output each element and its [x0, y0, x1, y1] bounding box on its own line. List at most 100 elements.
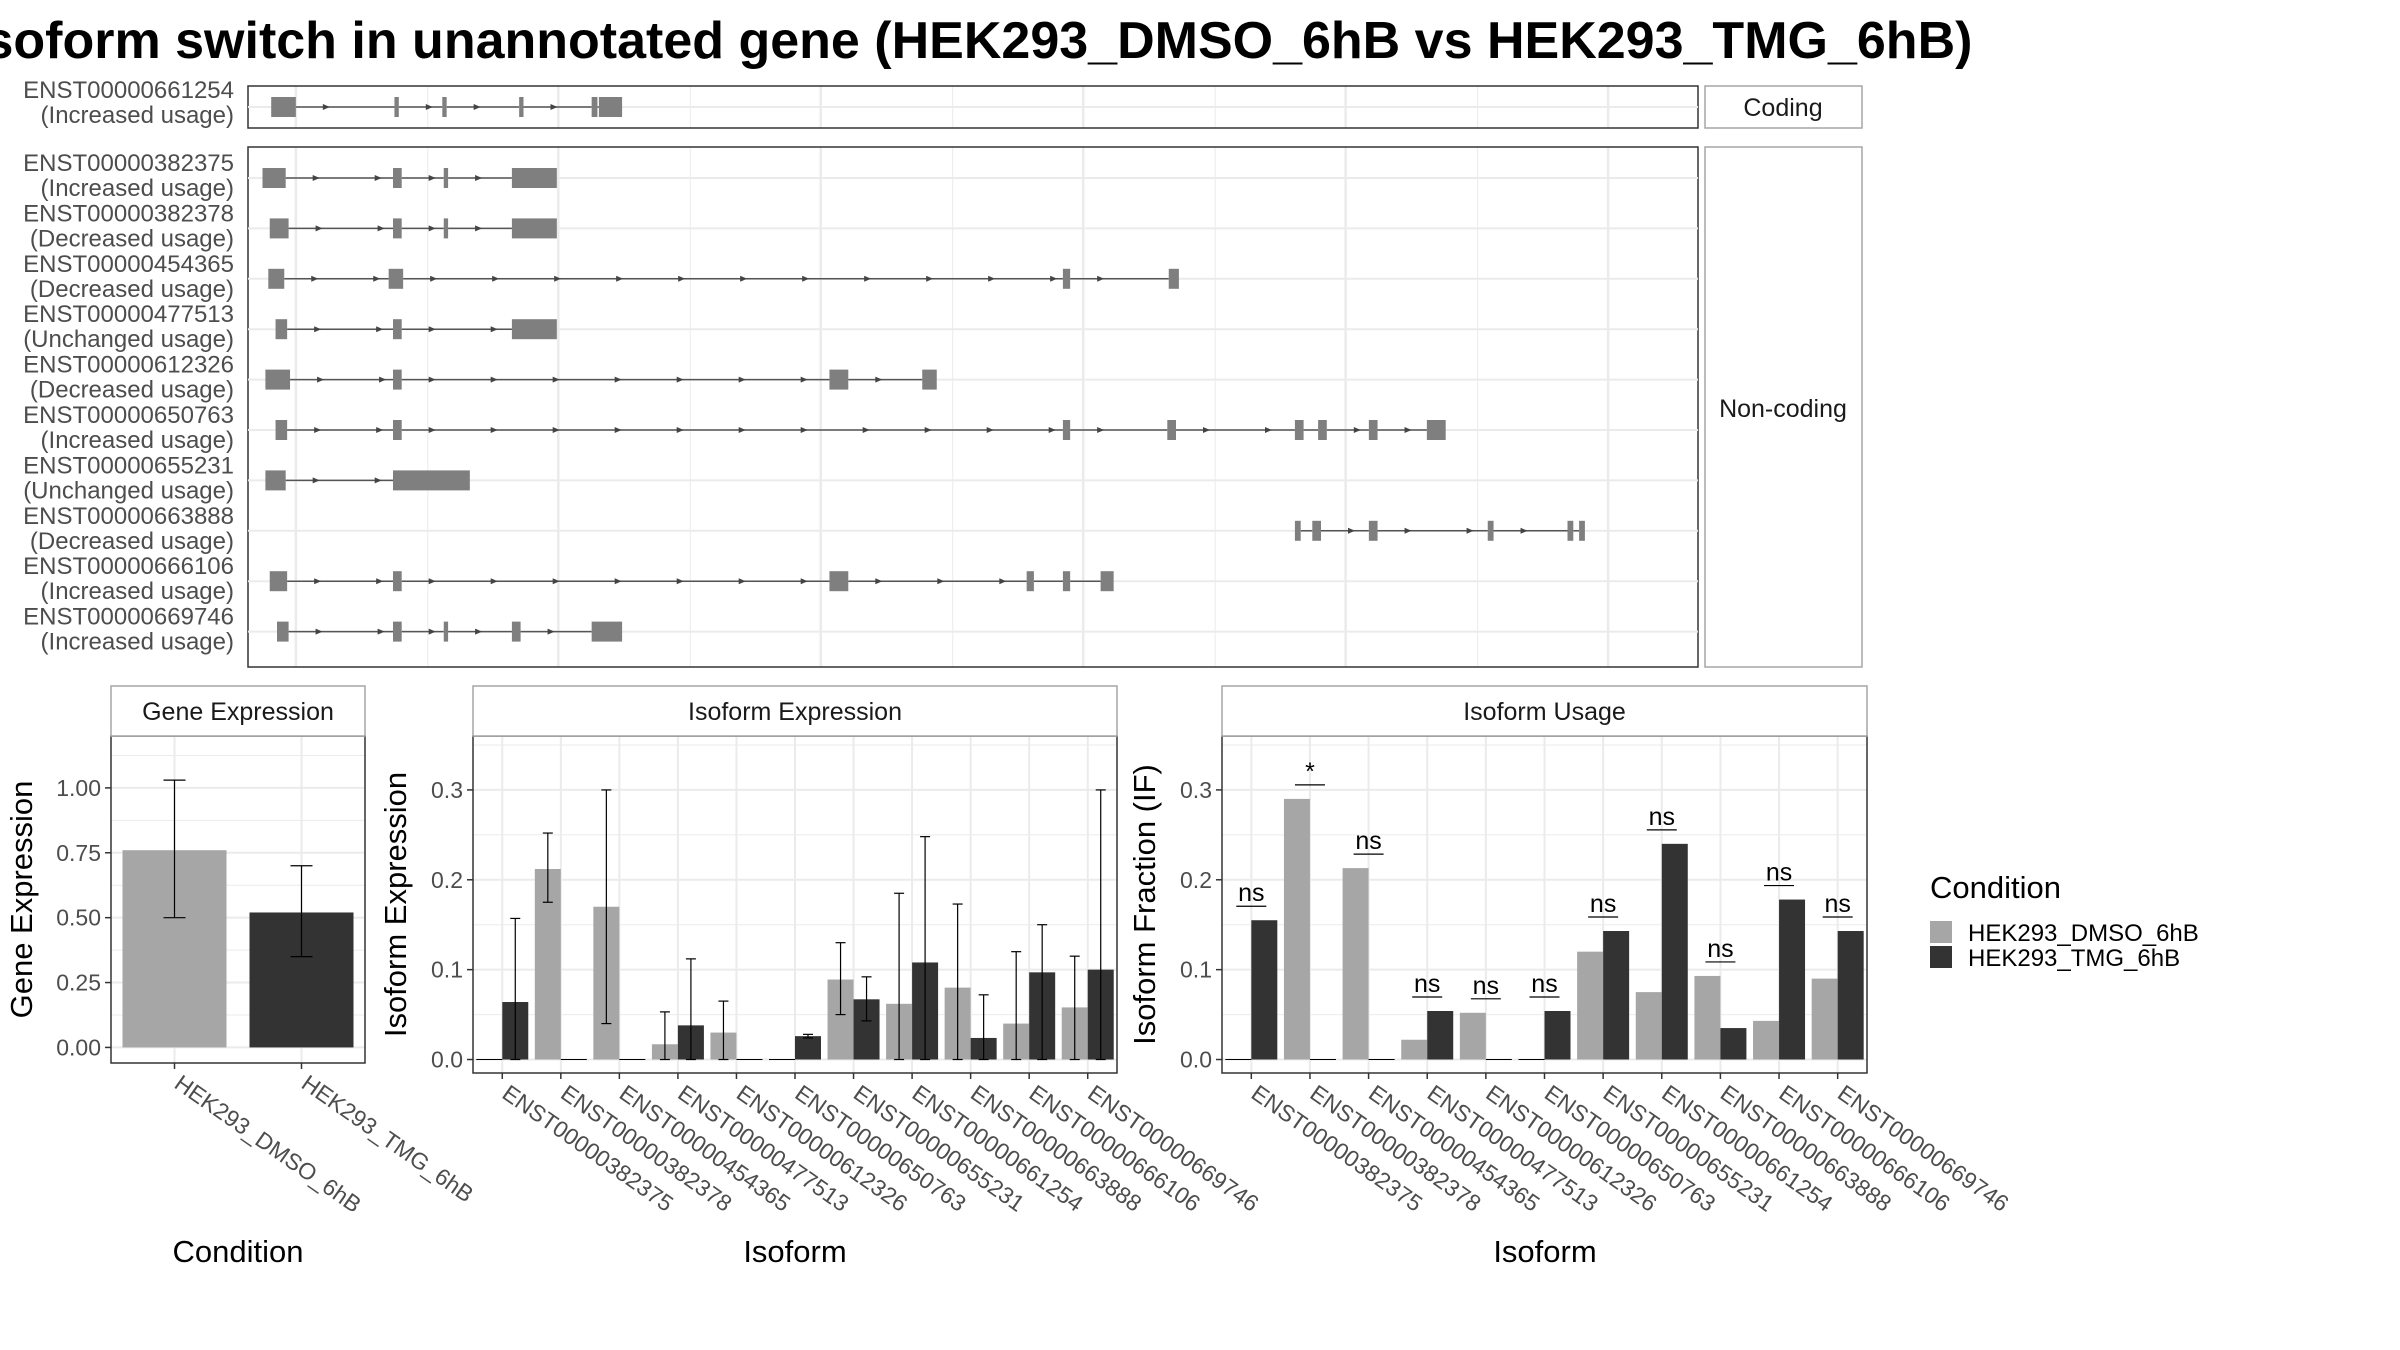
transcript-status-label: (Increased usage)	[41, 427, 234, 454]
transcript-row: ENST00000454365(Decreased usage)	[23, 251, 1698, 303]
strand-arrow	[924, 427, 932, 433]
strand-arrow	[1048, 427, 1056, 433]
strand-arrow	[312, 175, 320, 181]
transcript-id-label: ENST00000454365	[23, 251, 234, 278]
exon	[1368, 420, 1378, 440]
bar	[1603, 931, 1630, 1060]
strand-arrow	[800, 427, 808, 433]
strand-arrow	[988, 275, 996, 282]
noncoding-strip	[1704, 146, 1863, 668]
strand-arrow	[428, 225, 436, 232]
significance-label: ns	[1766, 859, 1792, 887]
exon	[393, 571, 402, 592]
strand-arrow	[490, 578, 498, 585]
strand-arrow	[554, 275, 562, 282]
exon	[922, 369, 937, 390]
exon	[269, 571, 288, 592]
exon	[393, 621, 402, 642]
strand-arrow	[428, 175, 436, 181]
strand-arrow	[315, 225, 323, 232]
strand-arrow	[1466, 527, 1474, 534]
y-tick-label: 0.0	[1180, 1047, 1212, 1073]
strand-arrow	[875, 376, 883, 383]
strand-arrow	[937, 578, 945, 585]
significance-label: ns	[1414, 970, 1440, 998]
significance-label: ns	[1531, 970, 1557, 998]
x-axis-title: Isoform	[1493, 1234, 1596, 1269]
strip-box	[1221, 685, 1868, 737]
strand-arrow	[738, 427, 746, 433]
exon	[443, 168, 449, 188]
legend-swatch-tmg	[1930, 946, 1952, 968]
strand-arrow	[475, 628, 483, 635]
exon	[1312, 520, 1321, 541]
coding-strip	[1704, 85, 1863, 129]
y-axis-title: Gene Expression	[4, 781, 39, 1019]
strand-arrow	[738, 578, 746, 585]
significance-label: ns	[1649, 803, 1675, 831]
strand-arrow	[1097, 427, 1105, 433]
bar	[1427, 1010, 1454, 1060]
exon	[829, 369, 849, 390]
y-tick-label: 1.00	[56, 775, 101, 801]
transcript-id-label: ENST00000477513	[23, 301, 234, 328]
strand-arrow	[552, 376, 560, 383]
transcript-id-label: ENST00000669746	[23, 604, 234, 631]
strand-arrow	[1404, 427, 1412, 433]
bar	[1283, 798, 1310, 1060]
transcript-row: ENST00000666106(Increased usage)	[23, 553, 1698, 605]
significance-label: ns	[1824, 890, 1850, 918]
strand-arrow	[312, 477, 320, 484]
strand-arrow	[616, 275, 624, 282]
strand-arrow	[376, 326, 384, 333]
transcript-rows: ENST00000661254(Increased usage)ENST0000…	[23, 77, 1698, 656]
y-tick-label: 0.3	[431, 777, 463, 803]
y-tick-label: 0.0	[431, 1047, 463, 1073]
exon	[1062, 420, 1071, 440]
strip-box	[472, 685, 1118, 737]
strand-arrow	[430, 275, 438, 282]
significance-label: ns	[1238, 879, 1264, 907]
y-axis-title: Isoform Expression	[378, 772, 413, 1037]
transcript-row: ENST00000382378(Decreased usage)	[23, 200, 1698, 252]
strip-label: Isoform Expression	[688, 698, 902, 726]
strand-arrow	[800, 376, 808, 383]
strand-arrow	[377, 225, 385, 232]
exon	[393, 319, 402, 340]
strip-label: Gene Expression	[142, 698, 334, 726]
x-axis-title: Isoform	[743, 1234, 846, 1269]
strand-arrow	[1203, 427, 1210, 433]
x-axis-title: Condition	[173, 1234, 304, 1269]
transcript-id-label: ENST00000661254	[23, 77, 234, 104]
strand-arrow	[311, 275, 319, 282]
strand-arrow	[552, 578, 560, 585]
isoform-expression-chart: Isoform Expression0.00.10.20.3ENST000003…	[378, 685, 1264, 1269]
transcript-row: ENST00000612326(Decreased usage)	[23, 352, 1698, 404]
transcript-row: ENST00000650763(Increased usage)	[23, 402, 1698, 454]
y-tick-label: 0.1	[1180, 957, 1212, 983]
noncoding-panel-border	[247, 146, 1699, 668]
significance-label: ns	[1707, 935, 1733, 963]
transcript-status-label: (Unchanged usage)	[23, 326, 234, 353]
bar	[1694, 975, 1721, 1060]
transcript-id-label: ENST00000650763	[23, 402, 234, 429]
strand-arrow	[800, 578, 808, 585]
strand-arrow	[490, 427, 498, 433]
significance-label: ns	[1355, 827, 1381, 855]
legend-title: Condition	[1930, 870, 2061, 905]
bar	[1661, 843, 1688, 1060]
exon	[275, 319, 288, 340]
transcript-id-label: ENST00000382375	[23, 150, 234, 177]
exon	[1487, 520, 1494, 541]
exon	[393, 369, 402, 390]
exon	[1100, 571, 1114, 592]
bar	[1577, 951, 1604, 1060]
exon	[269, 218, 289, 239]
y-tick-label: 0.00	[56, 1034, 101, 1060]
strip-box	[110, 685, 366, 737]
exon	[511, 319, 557, 340]
exon	[511, 621, 521, 642]
isoform-usage-chart: ns * ns ns ns ns ns ns ns ns ns Isoform Usage 0.0 0.1…	[1127, 685, 2014, 1269]
transcript-row: ENST00000663888(Decreased usage)	[23, 503, 1698, 555]
bar	[1342, 868, 1369, 1060]
